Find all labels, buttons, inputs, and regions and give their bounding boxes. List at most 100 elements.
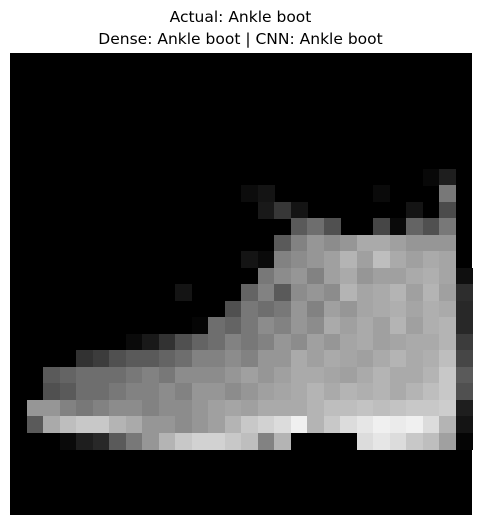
image-pixel (422, 234, 440, 252)
image-pixel (290, 317, 308, 334)
image-pixel (224, 432, 242, 450)
image-pixel (175, 383, 192, 400)
image-pixel (26, 399, 44, 417)
image-pixel (439, 234, 456, 252)
image-pixel (59, 432, 77, 450)
image-pixel (142, 383, 159, 400)
image-pixel (241, 416, 258, 433)
image-pixel (76, 416, 93, 433)
image-pixel (257, 284, 275, 301)
image-pixel (356, 366, 374, 384)
image-pixel (373, 350, 390, 367)
image-pixel (274, 333, 291, 351)
image-pixel (224, 300, 242, 318)
image-pixel (241, 300, 258, 318)
image-pixel (340, 234, 357, 252)
title-actual: Actual: Ankle boot (169, 8, 312, 26)
image-pixel (323, 333, 341, 351)
image-pixel (257, 317, 275, 334)
image-pixel (241, 185, 258, 202)
image-pixel (290, 267, 308, 285)
image-pixel (356, 267, 374, 285)
image-pixel (274, 350, 291, 367)
image-pixel (191, 399, 209, 417)
image-pixel (142, 350, 159, 367)
image-pixel (257, 383, 275, 400)
image-pixel (422, 218, 440, 235)
image-pixel (92, 432, 110, 450)
image-pixel (356, 333, 374, 351)
image-pixel (406, 300, 423, 318)
image-pixel (323, 416, 341, 433)
image-pixel (125, 366, 143, 384)
image-pixel (191, 350, 209, 367)
image-pixel (406, 350, 423, 367)
image-pixel (191, 383, 209, 400)
image-pixel (274, 201, 291, 219)
image-pixel (406, 218, 423, 235)
image-pixel (455, 366, 473, 384)
image-pixel (455, 317, 473, 334)
image-pixel (257, 267, 275, 285)
image-pixel (389, 284, 407, 301)
image-pixel (356, 350, 374, 367)
image-pixel (158, 333, 176, 351)
image-pixel (439, 300, 456, 318)
image-pixel (224, 333, 242, 351)
image-pixel (323, 284, 341, 301)
image-pixel (439, 399, 456, 417)
image-pixel (406, 383, 423, 400)
image-pixel (191, 333, 209, 351)
image-pixel (340, 251, 357, 268)
image-pixel (373, 267, 390, 285)
image-pixel (406, 432, 423, 450)
image-pixel (356, 317, 374, 334)
image-pixel (158, 383, 176, 400)
image-pixel (257, 201, 275, 219)
image-pixel (43, 366, 60, 384)
image-pixel (191, 416, 209, 433)
image-pixel (389, 251, 407, 268)
image-pixel (323, 267, 341, 285)
image-pixel (241, 333, 258, 351)
image-pixel (307, 251, 324, 268)
image-pixel (224, 366, 242, 384)
image-pixel (125, 383, 143, 400)
image-pixel (389, 399, 407, 417)
image-pixel (274, 416, 291, 433)
image-pixel (422, 432, 440, 450)
image-pixel (307, 383, 324, 400)
image-pixel (92, 366, 110, 384)
image-pixel (389, 366, 407, 384)
image-pixel (125, 350, 143, 367)
image-pixel (274, 432, 291, 450)
image-pixel (109, 350, 126, 367)
image-pixel (142, 432, 159, 450)
image-pixel (439, 168, 456, 186)
image-pixel (356, 383, 374, 400)
image-pixel (422, 251, 440, 268)
image-pixel (455, 300, 473, 318)
image-pixel (158, 350, 176, 367)
image-pixel (274, 366, 291, 384)
image-pixel (373, 251, 390, 268)
image-pixel (406, 284, 423, 301)
image-pixel (92, 399, 110, 417)
image-pixel (257, 333, 275, 351)
image-pixel (158, 432, 176, 450)
image-pixel (175, 416, 192, 433)
image-pixel (439, 317, 456, 334)
image-pixel (125, 333, 143, 351)
image-pixel (274, 234, 291, 252)
image-pixel (224, 399, 242, 417)
image-pixel (406, 251, 423, 268)
image-pixel (389, 317, 407, 334)
image-pixel (274, 317, 291, 334)
image-pixel (389, 432, 407, 450)
image-pixel (323, 300, 341, 318)
image-pixel (191, 432, 209, 450)
image-pixel (340, 317, 357, 334)
image-pixel (406, 267, 423, 285)
image-pixel (208, 317, 225, 334)
image-pixel (439, 383, 456, 400)
